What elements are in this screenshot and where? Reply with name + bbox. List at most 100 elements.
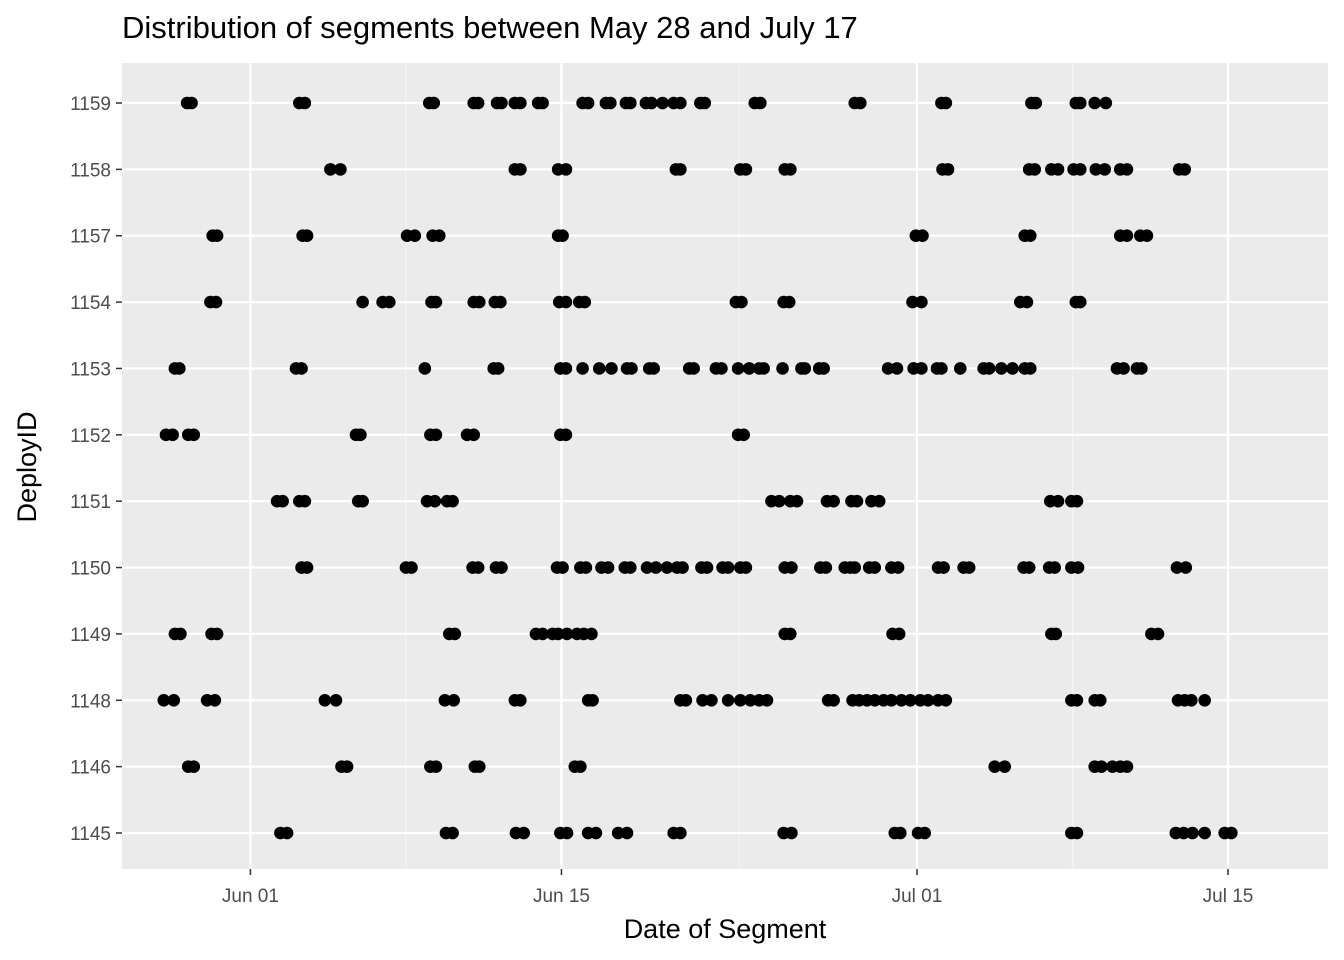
data-point [798, 362, 812, 375]
data-point [872, 494, 886, 508]
data-point [679, 693, 693, 707]
data-point [209, 295, 223, 309]
data-point [514, 163, 527, 176]
data-point [604, 96, 617, 110]
data-point [868, 693, 882, 707]
data-point [578, 295, 592, 309]
y-tick-label: 1154 [70, 293, 111, 314]
data-point [676, 561, 689, 574]
data-point [1179, 561, 1193, 574]
data-point [1073, 96, 1087, 110]
data-point [592, 362, 606, 375]
data-point [1120, 760, 1134, 773]
data-point [1098, 163, 1112, 176]
data-point [329, 693, 343, 707]
data-point [556, 229, 569, 243]
data-point [173, 362, 186, 375]
data-point [551, 627, 565, 641]
data-point [1073, 295, 1087, 309]
data-point [576, 362, 589, 375]
data-point [429, 760, 443, 773]
data-point [210, 229, 224, 243]
data-point [742, 362, 756, 375]
data-point [208, 693, 222, 707]
plot-panel [122, 63, 1328, 869]
data-point [937, 561, 950, 574]
data-point [1186, 826, 1199, 840]
data-point [721, 561, 735, 574]
data-point [915, 362, 928, 375]
data-point [731, 362, 745, 375]
data-point [891, 561, 905, 574]
y-tick-label: 1153 [70, 359, 111, 380]
data-point [827, 494, 840, 508]
data-point [1135, 362, 1148, 375]
data-point [495, 561, 508, 574]
data-point [894, 826, 907, 840]
data-point [817, 362, 830, 375]
data-point [334, 163, 347, 176]
y-tick-label: 1152 [70, 426, 111, 447]
data-point [300, 561, 314, 574]
data-point [536, 96, 549, 110]
data-point [705, 693, 718, 707]
data-point [1048, 561, 1062, 574]
chart-title: Distribution of segments between May 28 … [122, 10, 858, 45]
data-point [988, 760, 1002, 773]
data-point [471, 96, 485, 110]
data-point [586, 693, 599, 707]
data-point [1070, 826, 1084, 840]
data-point [962, 561, 976, 574]
data-point [418, 362, 432, 375]
data-point [494, 295, 507, 309]
data-point [1178, 163, 1191, 176]
data-point [280, 826, 294, 840]
data-point [700, 561, 714, 574]
data-point [998, 760, 1012, 773]
minor-gridlines [405, 63, 1074, 869]
data-point [427, 96, 441, 110]
data-point [1093, 693, 1107, 707]
data-point [1028, 163, 1042, 176]
data-point [446, 494, 459, 508]
data-point [559, 295, 573, 309]
data-point [408, 229, 422, 243]
data-point [559, 362, 573, 375]
data-point [1023, 362, 1037, 375]
data-point [1170, 561, 1184, 574]
data-point [674, 96, 687, 110]
data-point [1198, 826, 1211, 840]
data-point [354, 428, 367, 442]
data-point [785, 561, 798, 574]
data-point [953, 362, 967, 375]
data-point [472, 295, 486, 309]
data-point [585, 627, 598, 641]
data-point [698, 96, 712, 110]
x-tick-label: Jun 15 [533, 886, 590, 907]
data-point [601, 561, 615, 574]
data-point [939, 96, 953, 110]
data-point [318, 693, 332, 707]
data-point [660, 561, 674, 574]
data-point [559, 163, 573, 176]
data-point [895, 693, 908, 707]
data-point [446, 826, 459, 840]
data-point [514, 693, 527, 707]
data-point [918, 826, 932, 840]
data-point [605, 362, 618, 375]
data-point [1177, 826, 1190, 840]
data-point [1051, 163, 1065, 176]
y-tick-label: 1145 [70, 824, 111, 845]
data-point [298, 494, 312, 508]
data-point [649, 561, 663, 574]
data-point [356, 295, 369, 309]
data-point [715, 362, 728, 375]
data-point [448, 627, 462, 641]
y-tick-label: 1157 [70, 227, 111, 248]
data-point [739, 163, 753, 176]
data-point [776, 362, 789, 375]
data-point [1088, 96, 1102, 110]
data-point [995, 362, 1008, 375]
data-point [687, 362, 700, 375]
data-point [574, 760, 587, 773]
